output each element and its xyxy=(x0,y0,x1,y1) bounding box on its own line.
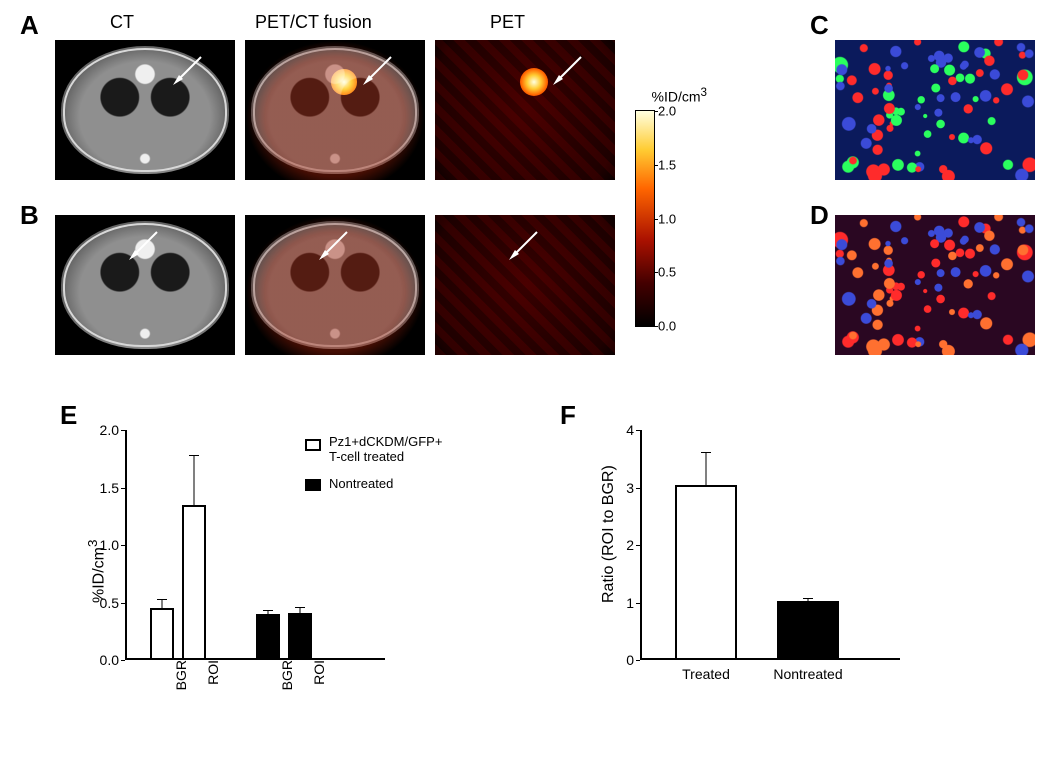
col-header-fusion: PET/CT fusion xyxy=(255,12,372,33)
ct-body xyxy=(61,46,229,174)
legend-label-treated: Pz1+dCKDM/GFP+T-cell treated xyxy=(329,435,442,465)
colorbar-tick: 2.0 xyxy=(658,104,676,119)
ihc-panel-c xyxy=(835,40,1035,180)
ytick-label: 0 xyxy=(626,652,640,668)
ytick-label: 1 xyxy=(626,595,640,611)
panel-label-f: F xyxy=(560,400,576,431)
chart-f: 01234Ratio (ROI to BGR)TreatedNontreated xyxy=(640,430,900,660)
y-axis-title: Ratio (ROI to BGR) xyxy=(600,465,618,603)
xtick-label: Treated xyxy=(682,660,730,682)
bar xyxy=(777,601,839,660)
ihc-speckle-layer xyxy=(835,215,1035,355)
pet-heatmap xyxy=(435,40,615,180)
scan-a-ct xyxy=(55,40,235,180)
ytick-label: 0.0 xyxy=(100,652,125,668)
ihc-speckle-layer xyxy=(835,40,1035,180)
legend-label-nontreated: Nontreated xyxy=(329,477,393,492)
scan-b-ct xyxy=(55,215,235,355)
legend-swatch-open xyxy=(305,439,321,451)
ytick-label: 4 xyxy=(626,422,640,438)
bar xyxy=(288,613,312,660)
panel-label-e: E xyxy=(60,400,77,431)
fusion-hot-spot xyxy=(331,69,356,94)
ytick-label: 1.5 xyxy=(100,480,125,496)
colorbar-title-text: %ID/cm xyxy=(652,89,701,105)
colorbar-tick: 0.0 xyxy=(658,319,676,334)
pet-hot-spot xyxy=(520,68,548,96)
ct-body xyxy=(61,221,229,349)
colorbar-title: %ID/cm3 xyxy=(637,86,707,105)
bar xyxy=(256,614,280,660)
colorbar-tick: 1.0 xyxy=(658,211,676,226)
col-header-pet: PET xyxy=(490,12,525,33)
pet-colorbar: %ID/cm3 2.01.51.00.50.0 xyxy=(635,90,725,350)
y-axis-title: %ID/cm3 xyxy=(85,539,108,602)
ihc-panel-d xyxy=(835,215,1035,355)
xtick-label: ROI xyxy=(305,660,327,685)
ytick-label: 2.0 xyxy=(100,422,125,438)
colorbar-gradient: 2.01.51.00.50.0 xyxy=(635,110,655,327)
xtick-label: Nontreated xyxy=(773,660,842,682)
bar xyxy=(675,485,737,660)
chart-e-legend: Pz1+dCKDM/GFP+T-cell treated Nontreated xyxy=(305,435,505,515)
scan-b-fusion xyxy=(245,215,425,355)
scan-a-fusion xyxy=(245,40,425,180)
col-header-ct: CT xyxy=(110,12,134,33)
pet-heatmap xyxy=(435,215,615,355)
xtick-label: BGR xyxy=(273,660,295,690)
bar xyxy=(150,608,174,660)
fusion-pet-overlay xyxy=(245,40,425,180)
panel-label-c: C xyxy=(810,10,829,41)
panel-label-d: D xyxy=(810,200,829,231)
colorbar-tick: 0.5 xyxy=(658,265,676,280)
ytick-label: 3 xyxy=(626,480,640,496)
panel-label-b: B xyxy=(20,200,39,231)
figure-root: A B C D E F CT PET/CT fusion PET %ID/cm3 xyxy=(0,0,1050,757)
colorbar-tick: 1.5 xyxy=(658,157,676,172)
xtick-label: ROI xyxy=(199,660,221,685)
colorbar-title-sup: 3 xyxy=(701,86,707,99)
bar xyxy=(182,505,206,660)
panel-label-a: A xyxy=(20,10,39,41)
scan-a-pet xyxy=(435,40,615,180)
ytick-label: 2 xyxy=(626,537,640,553)
fusion-pet-overlay xyxy=(245,215,425,355)
xtick-label: BGR xyxy=(167,660,189,690)
scan-b-pet xyxy=(435,215,615,355)
legend-swatch-filled xyxy=(305,479,321,491)
